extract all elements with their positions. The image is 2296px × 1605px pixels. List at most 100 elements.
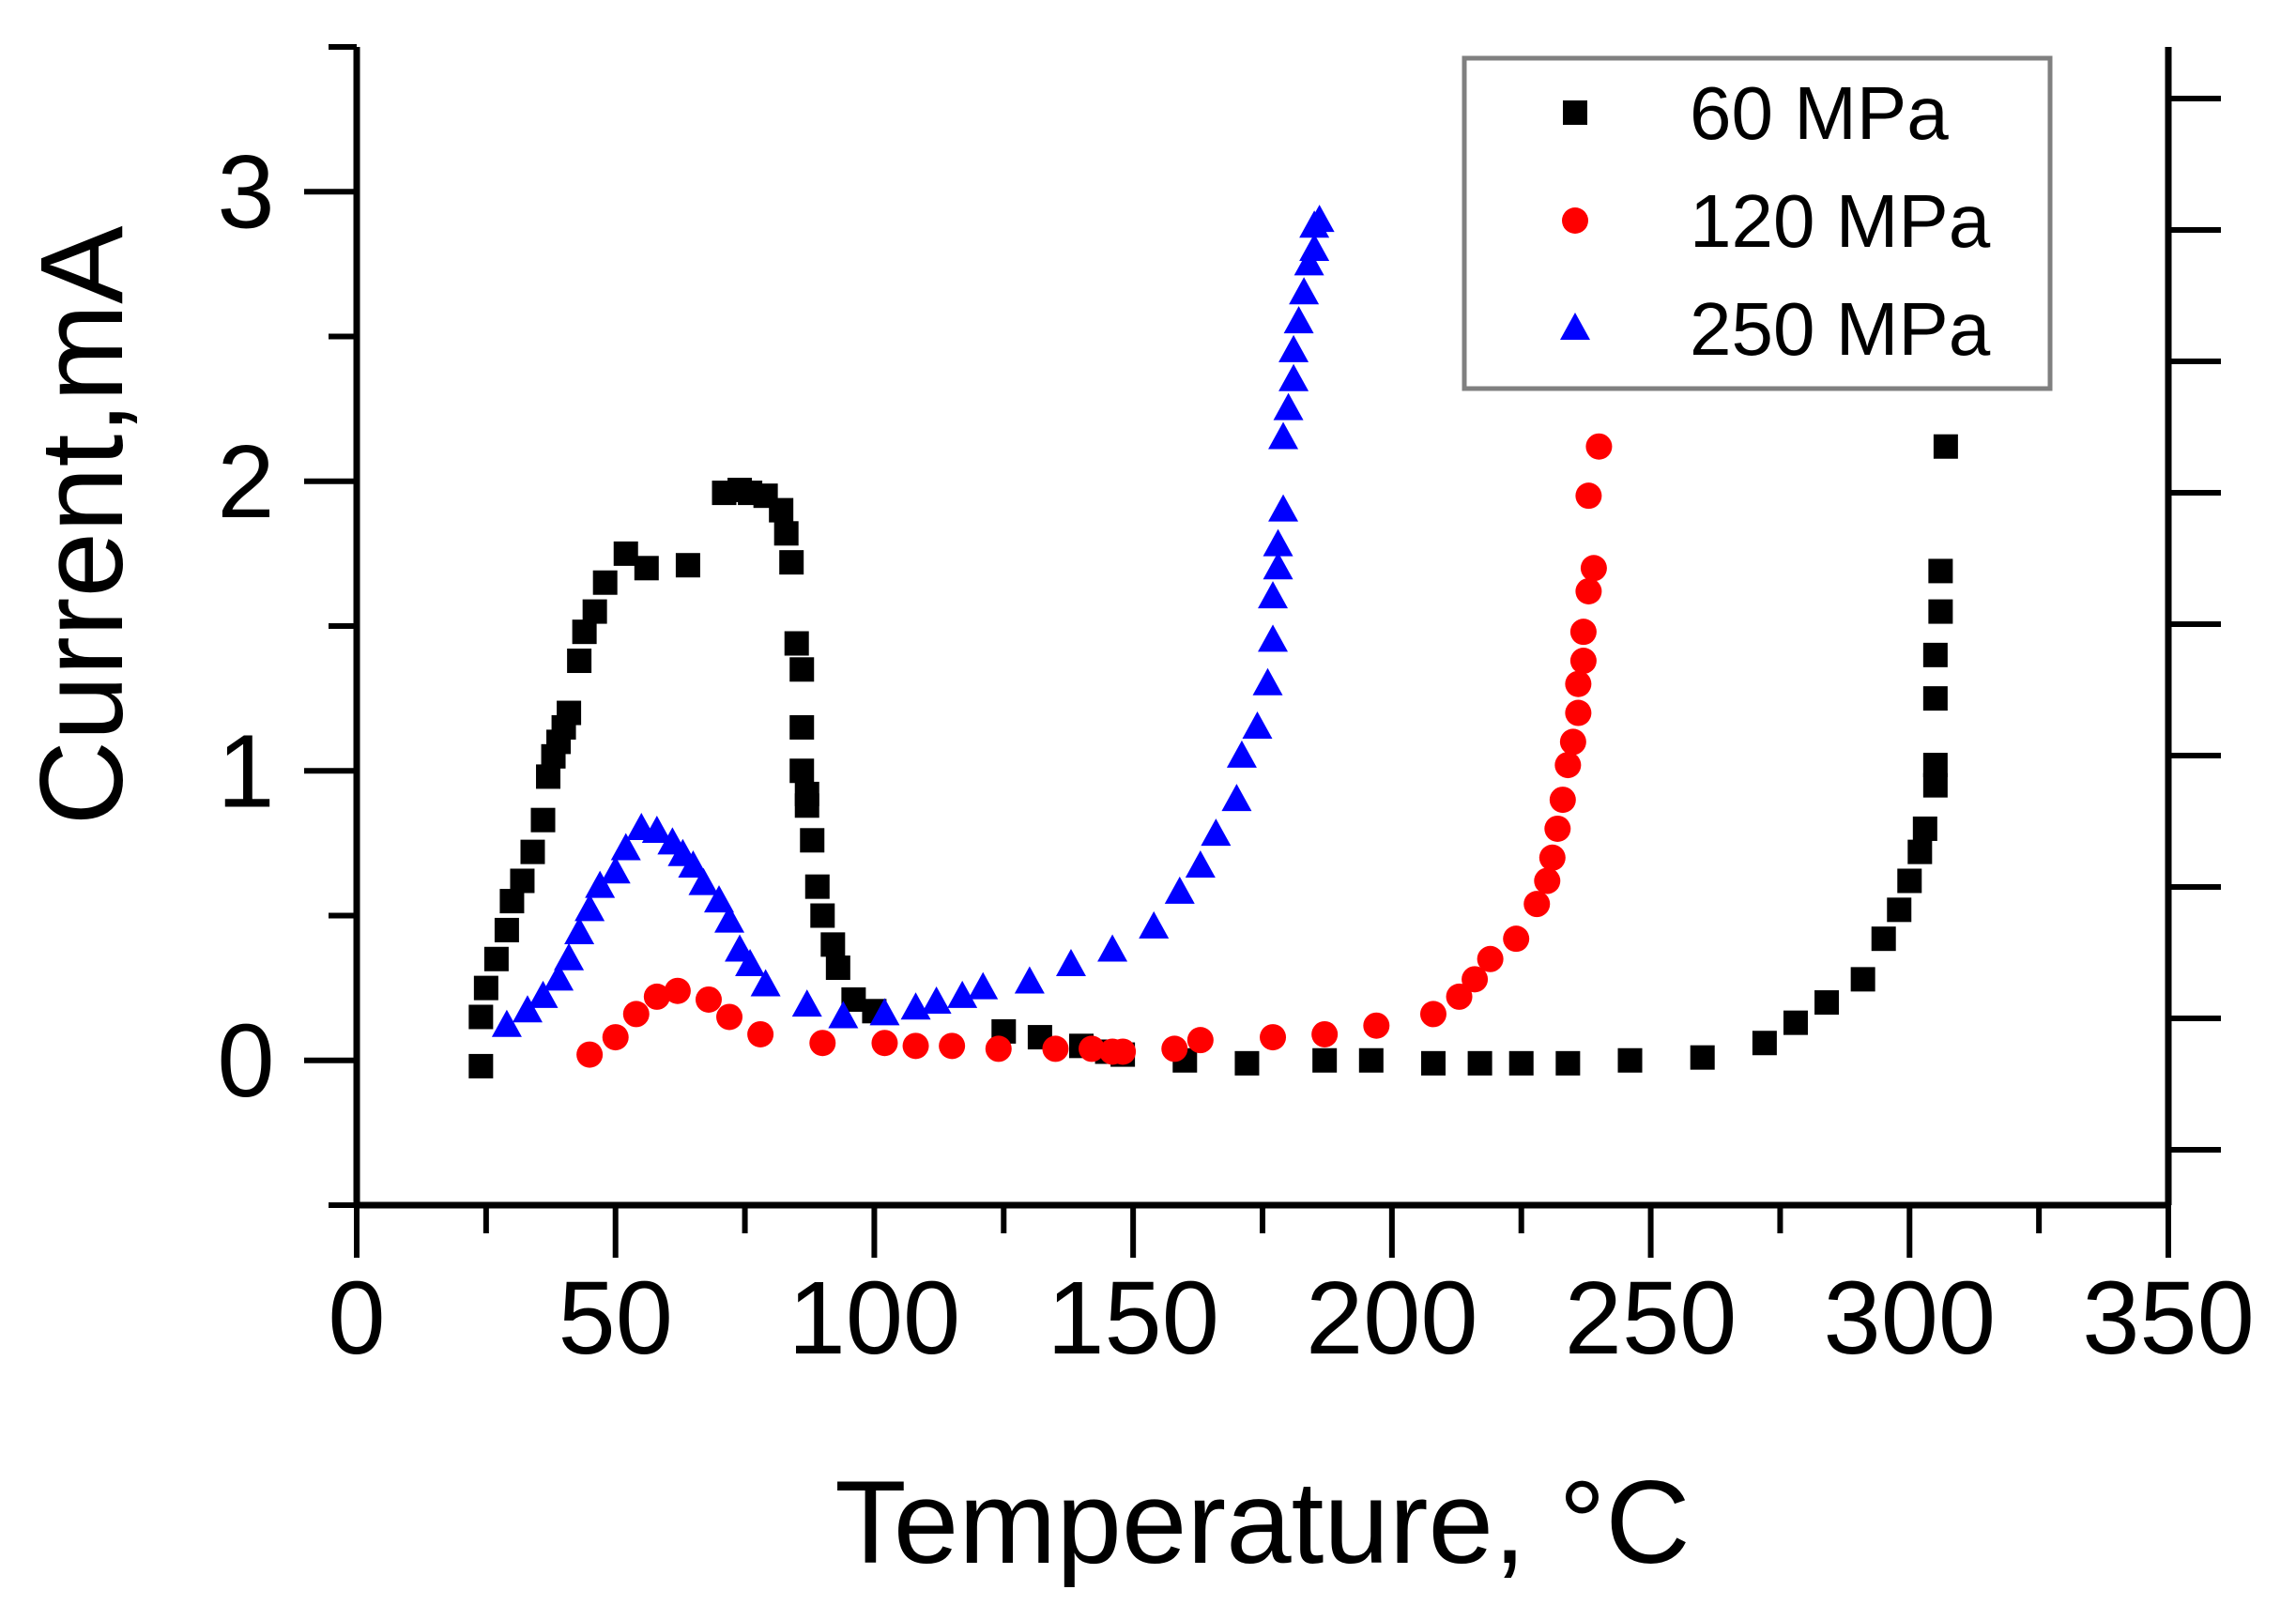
x-axis-title: Temperature, °C	[834, 1458, 1690, 1588]
data-point	[825, 955, 850, 981]
data-point	[809, 1030, 836, 1057]
data-point	[1575, 482, 1602, 510]
data-point	[1585, 433, 1613, 460]
right-axis-ticks	[2168, 96, 2221, 1153]
data-point	[1783, 1010, 1808, 1035]
y-tick-label: 2	[217, 424, 274, 540]
data-point	[1110, 1038, 1137, 1065]
series-120-mpa	[576, 433, 1613, 1068]
y-tick-labels: 0 1 2 3	[217, 134, 274, 1119]
data-point	[491, 1009, 522, 1037]
y-tick-label: 1	[217, 713, 274, 829]
legend-label: 250 MPa	[1690, 287, 1991, 371]
legend-marker	[1562, 207, 1588, 234]
x-tick-label: 150	[1047, 1261, 1219, 1376]
data-point	[735, 948, 766, 976]
data-point	[968, 971, 999, 1000]
data-point	[1690, 1045, 1715, 1070]
data-point	[1293, 248, 1324, 276]
data-point	[592, 570, 618, 595]
data-point	[576, 1041, 604, 1068]
data-point	[1260, 1024, 1287, 1051]
data-point	[1079, 1035, 1106, 1062]
data-point	[1814, 990, 1840, 1016]
data-point	[779, 550, 804, 575]
x-tick-label: 300	[1824, 1261, 1997, 1376]
data-point	[557, 700, 582, 726]
data-point	[1575, 577, 1602, 604]
data-point	[791, 989, 822, 1017]
legend: 60 MPa 120 MPa 250 MPa	[1462, 55, 2053, 391]
data-point	[1928, 599, 1953, 624]
legend-box	[1462, 55, 2053, 391]
data-point	[1186, 1027, 1214, 1054]
data-point	[564, 917, 595, 945]
data-point	[1014, 966, 1045, 994]
data-point	[610, 833, 641, 861]
data-point	[869, 998, 900, 1026]
data-point	[1555, 1050, 1581, 1076]
data-point	[1544, 815, 1571, 842]
data-point	[1234, 1050, 1260, 1076]
data-point	[747, 1020, 774, 1047]
data-point	[750, 969, 781, 997]
data-point	[784, 631, 809, 656]
data-point	[664, 977, 691, 1004]
data-point	[600, 856, 631, 884]
data-point	[1569, 648, 1597, 675]
data-point	[1358, 1047, 1384, 1073]
data-point	[1419, 1001, 1446, 1028]
data-point	[902, 1032, 929, 1060]
data-point	[1221, 784, 1252, 812]
data-point	[641, 816, 672, 844]
x-ticks	[354, 1205, 2171, 1258]
y-tick-label: 0	[217, 1003, 274, 1119]
y-ticks	[304, 44, 357, 1208]
data-point	[678, 850, 709, 879]
data-point	[1042, 1035, 1069, 1062]
data-point	[1273, 392, 1304, 420]
data-point	[828, 1001, 859, 1029]
data-point	[704, 885, 734, 913]
data-point	[1252, 667, 1283, 696]
data-point	[1299, 233, 1330, 261]
x-tick-label: 100	[788, 1261, 961, 1376]
data-point	[1201, 818, 1232, 847]
data-point	[1446, 983, 1473, 1010]
data-point	[634, 556, 659, 581]
data-point	[789, 758, 815, 784]
data-point	[613, 541, 638, 566]
data-point	[1226, 740, 1257, 768]
data-point	[1258, 624, 1289, 652]
data-point	[1139, 910, 1170, 939]
series-60-mpa	[468, 434, 1958, 1078]
data-point	[520, 839, 545, 864]
data-point	[769, 497, 794, 523]
data-point	[789, 657, 815, 682]
data-point	[602, 1024, 629, 1051]
data-point	[1523, 891, 1551, 918]
data-point	[1258, 581, 1289, 609]
data-point	[554, 942, 585, 971]
data-point	[871, 1030, 898, 1057]
data-point	[468, 1053, 494, 1078]
legend-marker	[1560, 313, 1590, 340]
data-point	[985, 1035, 1012, 1062]
data-point	[1467, 1050, 1492, 1076]
data-point	[585, 870, 616, 898]
data-point	[921, 986, 952, 1015]
x-tick-label: 350	[2082, 1261, 2255, 1376]
data-point	[1897, 868, 1922, 894]
data-point	[1565, 670, 1592, 697]
data-point	[804, 874, 830, 899]
data-point	[1420, 1050, 1446, 1076]
data-point	[567, 649, 592, 674]
data-point	[794, 793, 819, 818]
data-point	[510, 868, 535, 894]
x-tick-label: 250	[1565, 1261, 1737, 1376]
data-point	[1887, 897, 1912, 923]
data-point	[1554, 752, 1582, 779]
data-point	[1185, 850, 1216, 879]
data-point	[473, 975, 498, 1001]
